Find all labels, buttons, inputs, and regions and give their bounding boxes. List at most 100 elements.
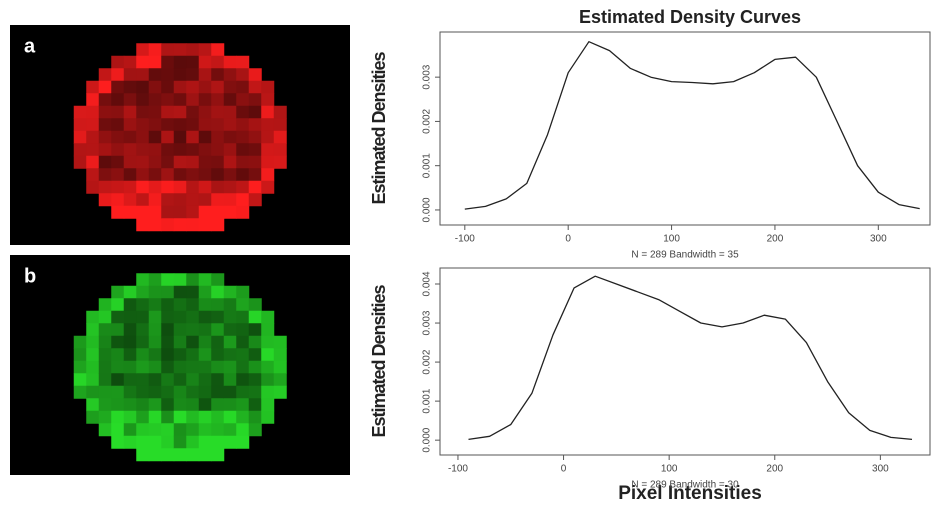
- pixel: [161, 168, 174, 181]
- pixel: [149, 143, 162, 156]
- pixel: [186, 118, 199, 131]
- pixel: [136, 436, 149, 449]
- pixel: [236, 398, 249, 411]
- pixel: [224, 193, 237, 206]
- plot-frame: [440, 32, 930, 225]
- pixel: [174, 131, 187, 144]
- pixel: [174, 336, 187, 349]
- pixel: [149, 106, 162, 119]
- pixel: [261, 348, 274, 361]
- pixel: [86, 93, 99, 106]
- pixel: [261, 386, 274, 399]
- pixel: [149, 218, 162, 231]
- pixel: [174, 93, 187, 106]
- pixel: [186, 286, 199, 299]
- pixel: [224, 311, 237, 324]
- pixel: [186, 143, 199, 156]
- pixel: [199, 168, 212, 181]
- pixel: [124, 156, 137, 169]
- pixel: [99, 373, 112, 386]
- pixel: [224, 423, 237, 436]
- x-tick-label: 200: [766, 464, 783, 475]
- pixel: [161, 193, 174, 206]
- pixel: [174, 206, 187, 219]
- pixel: [136, 311, 149, 324]
- pixel: [161, 286, 174, 299]
- pixel: [224, 93, 237, 106]
- pixel: [274, 336, 287, 349]
- pixel: [111, 68, 124, 81]
- pixel: [224, 81, 237, 94]
- y-tick-label: 0.001: [422, 153, 433, 178]
- pixel: [86, 348, 99, 361]
- pixel: [174, 81, 187, 94]
- pixel: [224, 131, 237, 144]
- pixel: [124, 181, 137, 194]
- pixel: [86, 118, 99, 131]
- pixel: [99, 81, 112, 94]
- pixel: [111, 56, 124, 69]
- pixel: [186, 398, 199, 411]
- pixel: [186, 386, 199, 399]
- x-note: N = 289 Bandwidth = 35: [631, 250, 739, 261]
- pixel: [186, 373, 199, 386]
- pixel: [224, 436, 237, 449]
- pixel: [261, 156, 274, 169]
- pixel: [274, 118, 287, 131]
- pixel: [199, 93, 212, 106]
- pixel: [149, 56, 162, 69]
- pixel: [224, 106, 237, 119]
- pixel: [149, 448, 162, 461]
- pixel: [86, 311, 99, 324]
- pixel: [149, 118, 162, 131]
- pixel: [199, 411, 212, 424]
- panel-label: b: [24, 265, 36, 287]
- pixel: [124, 118, 137, 131]
- pixel: [86, 361, 99, 374]
- pixel: [249, 398, 262, 411]
- pixel: [149, 436, 162, 449]
- pixel: [124, 373, 137, 386]
- pixel: [211, 323, 224, 336]
- pixel: [174, 311, 187, 324]
- pixel: [249, 361, 262, 374]
- pixel: [86, 106, 99, 119]
- pixel: [161, 436, 174, 449]
- pixel: [174, 373, 187, 386]
- density-curve: [469, 276, 913, 439]
- pixel: [236, 336, 249, 349]
- pixel: [174, 218, 187, 231]
- pixel: [199, 81, 212, 94]
- pixel: [74, 106, 87, 119]
- pixel: [211, 298, 224, 311]
- pixel: [186, 323, 199, 336]
- pixel: [149, 323, 162, 336]
- pixel: [211, 56, 224, 69]
- pixel: [174, 143, 187, 156]
- pixel: [211, 423, 224, 436]
- pixel: [236, 286, 249, 299]
- pixel: [74, 336, 87, 349]
- pixel: [261, 118, 274, 131]
- pixel: [174, 348, 187, 361]
- pixel: [236, 311, 249, 324]
- pixel: [211, 93, 224, 106]
- pixel: [211, 286, 224, 299]
- pixel: [199, 273, 212, 286]
- pixel: [211, 218, 224, 231]
- pixel: [161, 181, 174, 194]
- pixel: [236, 168, 249, 181]
- pixel: [274, 131, 287, 144]
- pixel: [249, 168, 262, 181]
- pixel: [236, 423, 249, 436]
- pixel: [249, 323, 262, 336]
- x-tick-label: 0: [565, 234, 571, 245]
- pixel: [211, 361, 224, 374]
- pixel: [236, 81, 249, 94]
- pixel: [161, 411, 174, 424]
- pixel: [136, 193, 149, 206]
- pixel: [136, 398, 149, 411]
- pixel: [74, 361, 87, 374]
- pixel: [261, 81, 274, 94]
- pixel: [199, 373, 212, 386]
